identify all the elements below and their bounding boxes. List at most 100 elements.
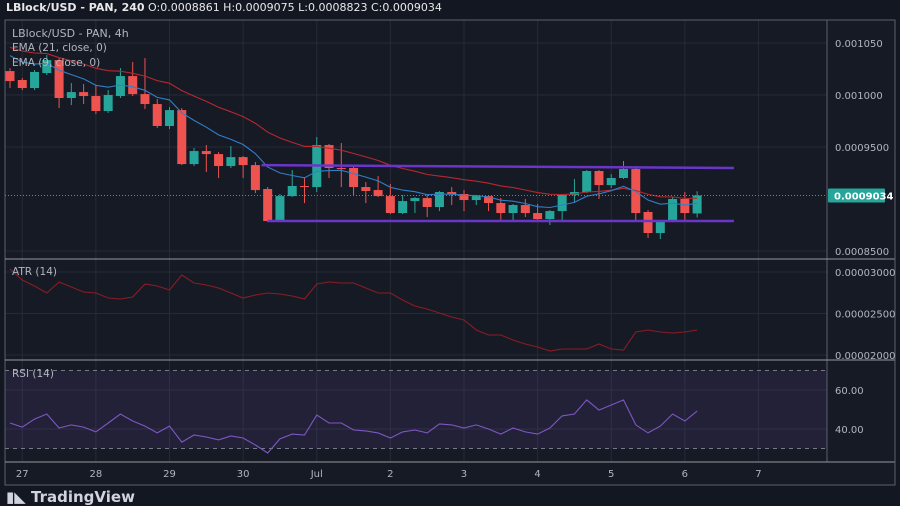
candle — [373, 176, 383, 198]
current-price-label: 0.0009034 — [834, 191, 894, 202]
candle-body — [692, 195, 702, 214]
candle-body — [471, 196, 481, 201]
time-tick-label: 3 — [461, 469, 467, 480]
candle — [214, 152, 224, 178]
candle — [422, 195, 432, 217]
candle-body — [385, 196, 395, 214]
time-tick-label: 28 — [90, 469, 103, 480]
candle-body — [214, 154, 224, 167]
candle — [177, 108, 187, 166]
candle-body — [189, 151, 199, 165]
candle-body — [263, 189, 273, 222]
candle — [201, 145, 211, 173]
price-tick-label: 0.00002000 — [835, 351, 895, 362]
brand-name: TradingView — [31, 488, 135, 506]
price-tick-label: 0.0008500 — [835, 247, 889, 258]
legend-rsi[interactable]: RSI (14) — [12, 368, 54, 380]
candle — [299, 177, 309, 204]
candle-body — [373, 190, 383, 197]
candle-body — [606, 177, 616, 186]
candle — [606, 174, 616, 189]
range-lines[interactable] — [261, 163, 734, 223]
chart-background — [5, 20, 895, 485]
price-tick-label: 40.00 — [835, 425, 864, 436]
candle-body — [42, 60, 52, 74]
legend-ema21[interactable]: EMA (21, close, 0) — [12, 42, 107, 54]
legend-title[interactable]: LBlock/USD - PAN, 4h — [12, 27, 129, 40]
price-tick-label: 0.00002500 — [835, 310, 895, 321]
candle-body — [361, 187, 371, 191]
candle-body — [324, 145, 334, 169]
current-price-badge — [828, 188, 885, 203]
candle — [79, 84, 89, 105]
candle — [582, 170, 592, 194]
candle-body — [66, 92, 76, 99]
candle-body — [140, 94, 150, 105]
candle-body — [459, 194, 469, 201]
candle-body — [508, 205, 518, 214]
candle-body — [115, 76, 125, 97]
candle-body — [496, 203, 506, 214]
axes: 27 28 29 30 Jul 2 3 4 5 6 7 0.001050 0.001000 0.00095… — [16, 39, 896, 480]
candle — [324, 143, 334, 178]
legend-atr[interactable]: ATR (14) — [12, 266, 57, 278]
candle-body — [103, 95, 113, 112]
symbol-line: LBlock/USD - PAN, 240 — [6, 1, 145, 14]
price-tick-label: 0.00003000 — [835, 268, 895, 279]
candle — [250, 162, 260, 194]
candle-body — [619, 169, 628, 178]
price-tick-label: 0.0009500 — [835, 143, 889, 154]
time-tick-label: 29 — [163, 469, 176, 480]
price-tick-label: 0.001050 — [835, 39, 883, 50]
candle-body — [545, 211, 555, 220]
candle-body — [336, 168, 346, 170]
candle-body — [177, 110, 187, 165]
candle — [631, 166, 641, 221]
tradingview-logo-icon: ▮◣ — [6, 488, 32, 506]
tradingview-logo[interactable]: ▮◣ TradingView — [6, 488, 135, 506]
candle-body — [250, 165, 260, 191]
time-tick-label: 2 — [387, 469, 393, 480]
candle-body — [349, 168, 359, 188]
candle-body — [668, 199, 678, 222]
ema-9-line — [9, 55, 698, 209]
candle — [520, 199, 530, 217]
candle-body — [152, 104, 162, 126]
candle — [54, 58, 64, 108]
candle-body — [557, 195, 567, 212]
candle — [349, 166, 359, 196]
candle — [287, 170, 297, 198]
candle — [128, 62, 138, 97]
candle — [91, 85, 101, 115]
horizontal-range-line[interactable] — [261, 163, 734, 170]
legend-ema9[interactable]: EMA (9, close, 0) — [12, 57, 101, 69]
candle — [692, 191, 702, 218]
candle-body — [655, 221, 665, 234]
candle — [42, 55, 52, 76]
candle — [30, 70, 40, 91]
candle — [655, 221, 665, 240]
ema-21-line — [9, 46, 698, 200]
candle-body — [17, 80, 27, 89]
candle — [226, 146, 236, 169]
candle-body — [5, 71, 15, 82]
candle-body — [128, 76, 138, 95]
candle — [115, 68, 125, 99]
candle — [238, 156, 248, 178]
candle — [152, 99, 162, 128]
candle — [5, 68, 15, 89]
time-tick-label: Jul — [310, 469, 323, 480]
rsi-line — [9, 399, 698, 454]
candle-body — [54, 60, 64, 99]
candle-body — [79, 92, 89, 97]
candle — [189, 148, 199, 167]
candle-body — [484, 196, 494, 204]
candle — [496, 198, 506, 223]
candle — [447, 187, 457, 206]
candle-body — [299, 186, 309, 188]
ohlc-values: O:0.0008861 H:0.0009075 L:0.0008823 C:0.… — [148, 1, 442, 14]
candle — [410, 197, 420, 214]
candle-body — [643, 212, 653, 234]
candle — [140, 58, 150, 110]
